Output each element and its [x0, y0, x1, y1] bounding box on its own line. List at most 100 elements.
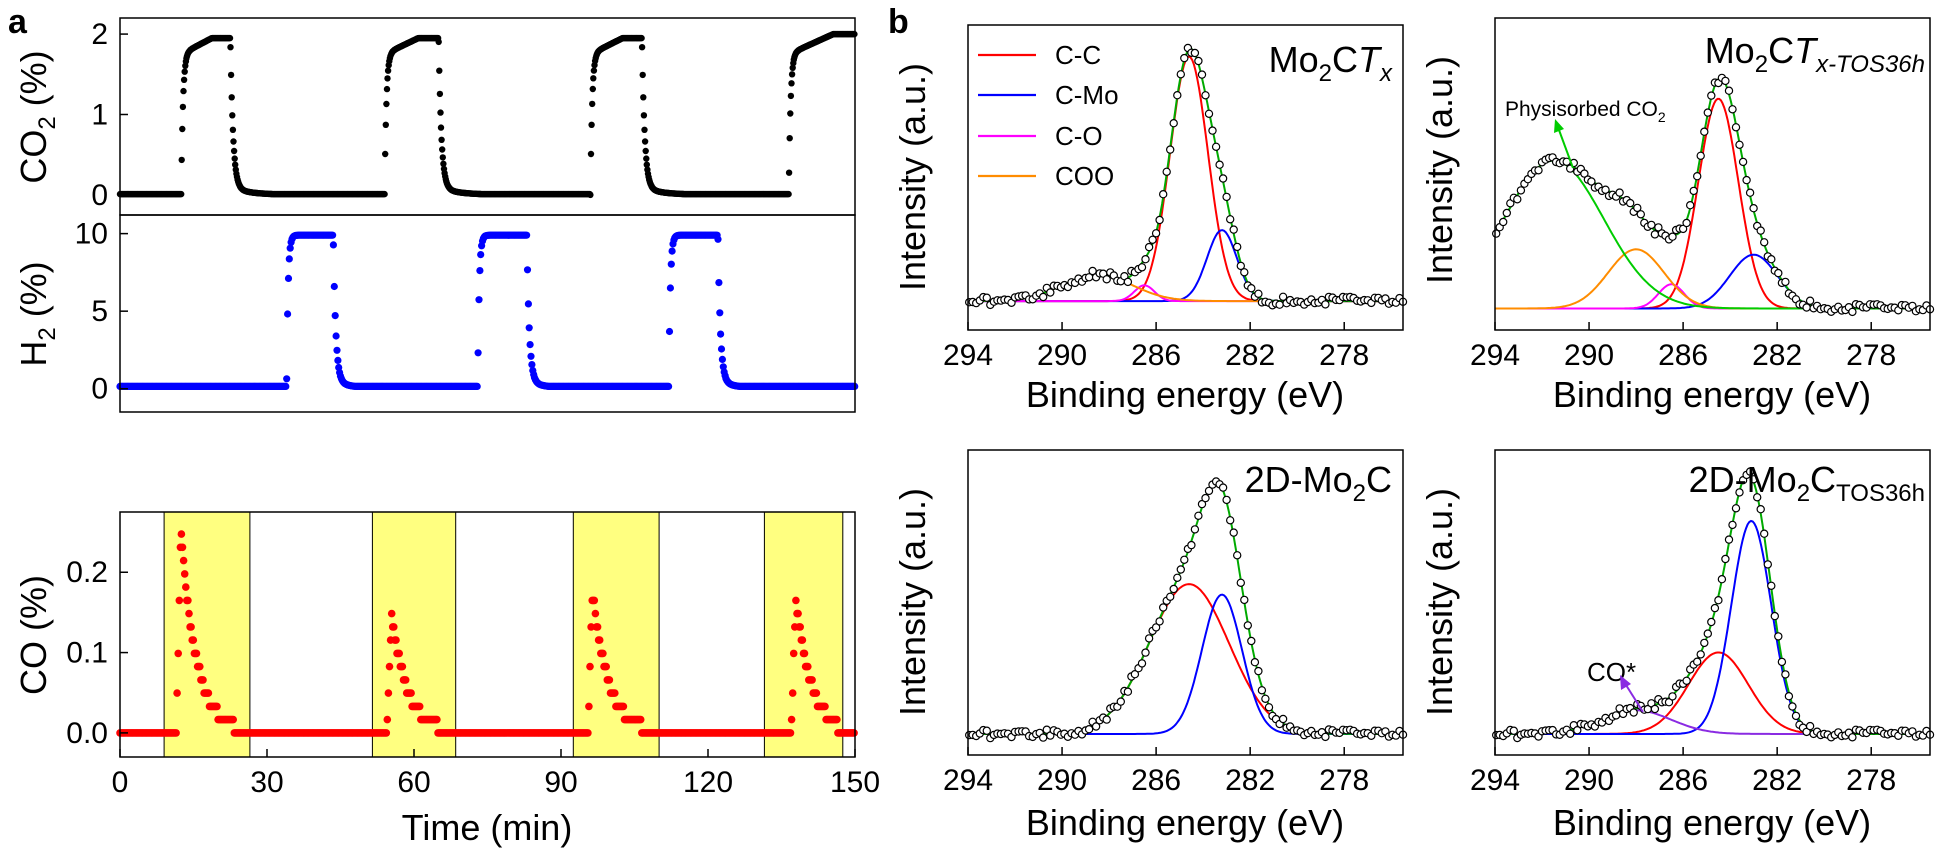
xps4-xtick-label-2: 286: [1658, 764, 1708, 797]
h2-point-625: [667, 260, 675, 268]
xps1-xtick-label-0: 294: [943, 339, 993, 372]
co2-point-104: [178, 190, 185, 198]
xps4-xtick-label-1: 290: [1564, 764, 1614, 797]
co-point-441: [591, 609, 600, 618]
co-point-63: [184, 596, 192, 605]
xps1-point-89: [1278, 292, 1288, 301]
xps1-legend: C-C C-Mo C-O COO: [978, 40, 1119, 191]
co2-point-1141: [787, 92, 795, 100]
xps2-point-2: [1498, 217, 1508, 227]
h2-point-244: [331, 312, 339, 320]
xps3-frame: [967, 449, 1404, 756]
co2-point-546: [437, 124, 445, 131]
xps3-component-c-c: [968, 583, 1403, 735]
co-ytick-label-2: 0.2: [66, 556, 108, 589]
co-point-74: [196, 662, 204, 671]
co2-point-187: [226, 34, 234, 42]
xps3-point-85: [1264, 703, 1274, 712]
xps3-point-84: [1261, 694, 1270, 704]
co2-point-545: [437, 109, 444, 116]
co-point-247: [382, 729, 391, 737]
h2-point-409: [477, 251, 485, 259]
co-point-443: [593, 623, 602, 631]
xps1-point-61: [1180, 53, 1189, 63]
xps4-point-80: [1774, 632, 1783, 641]
xps4-title-sub2: TOS36h: [1836, 480, 1925, 507]
co-point-681: [850, 729, 858, 737]
xps4-point-21: [1565, 729, 1575, 739]
xps2-xlabel: Binding energy (eV): [1553, 374, 1871, 415]
xps3-marks: [965, 477, 1408, 743]
xps1-point-56: [1162, 167, 1171, 176]
xps2-point-71: [1742, 175, 1751, 185]
co2-point-110: [181, 68, 188, 75]
xps1-point-68: [1204, 109, 1214, 119]
xps2-xtick-label-0: 294: [1470, 339, 1520, 372]
co2-point-888: [638, 44, 646, 51]
xps4-title-main: 2D-Mo: [1689, 459, 1797, 500]
xps3-envelope: [968, 480, 1403, 735]
xps3-point-55: [1158, 603, 1168, 612]
xps2-point-59: [1700, 127, 1709, 136]
xps4-point-68: [1731, 504, 1741, 513]
xps3-xtick-label-0: 294: [943, 764, 993, 797]
xps4-xtick-label-4: 278: [1846, 764, 1896, 797]
xps2-point-60: [1703, 108, 1713, 117]
xps4-title-sub1: 2: [1797, 480, 1810, 507]
co2-point-1137: [785, 190, 792, 198]
co2-marks: [116, 30, 858, 199]
xps1-xtick-label-4: 278: [1319, 339, 1369, 372]
co2-point-190: [228, 94, 235, 101]
co-point-90: [213, 702, 221, 711]
xps4-point-63: [1714, 596, 1723, 605]
xps4-ylabel: Intensity (a.u.): [1419, 488, 1460, 716]
co-point-265: [401, 676, 410, 684]
xps1-point-51: [1144, 242, 1154, 252]
xps2-point-80: [1774, 268, 1783, 278]
xps3-point-45: [1123, 687, 1133, 696]
co-point-631: [796, 623, 804, 631]
co-point-61: [182, 583, 190, 591]
co2-point-456: [384, 67, 392, 74]
xps3-point-51: [1144, 634, 1154, 643]
co-ytick-label-1: 0.1: [66, 637, 108, 670]
h2-ticks: 0 5 10: [75, 218, 128, 406]
xps4-point-72: [1745, 467, 1755, 476]
xps4-point-82: [1781, 670, 1790, 679]
co2-point-1143: [788, 71, 796, 78]
xps4-marks: [1491, 467, 1935, 743]
h2-point-461: [523, 231, 531, 239]
co2-point-107: [179, 103, 187, 111]
co-point-54: [174, 649, 182, 658]
co-point-467: [619, 702, 628, 711]
xps3-point-101: [1321, 732, 1330, 742]
h2-point-624: [666, 284, 675, 292]
xps1-point-52: [1148, 235, 1157, 244]
xps3-point-39: [1102, 715, 1111, 724]
xps2-point-57: [1692, 171, 1702, 181]
xps4-point-66: [1724, 535, 1734, 544]
co-point-435: [585, 702, 593, 711]
co-point-52: [172, 729, 180, 737]
h2-point-466: [527, 352, 535, 360]
h2-ylabel-sub: 2: [34, 327, 61, 340]
xps3-point-64: [1190, 525, 1200, 534]
xps1-ticks: 294 290 286 282 278: [943, 322, 1369, 372]
xps4-point-101: [1848, 733, 1857, 742]
xps2-point-67: [1728, 105, 1737, 114]
xps2-point-40: [1633, 203, 1642, 213]
xps2-point-58: [1696, 151, 1705, 160]
h2-point-680: [716, 309, 724, 317]
xps3-point-47: [1130, 670, 1140, 679]
co-point-55: [175, 596, 184, 605]
xps1-point-72: [1218, 174, 1228, 183]
xps1-component-c-c: [968, 55, 1403, 303]
xps3-title: 2D-Mo2C: [1245, 459, 1392, 507]
h2-point-407: [475, 296, 483, 304]
co-point-437: [587, 623, 595, 631]
xps2-point-78: [1767, 255, 1776, 264]
co2-point-188: [227, 44, 234, 51]
h2-point-192: [285, 255, 293, 263]
co-xtick-label-1: 30: [250, 766, 283, 799]
co-point-642: [808, 676, 816, 684]
